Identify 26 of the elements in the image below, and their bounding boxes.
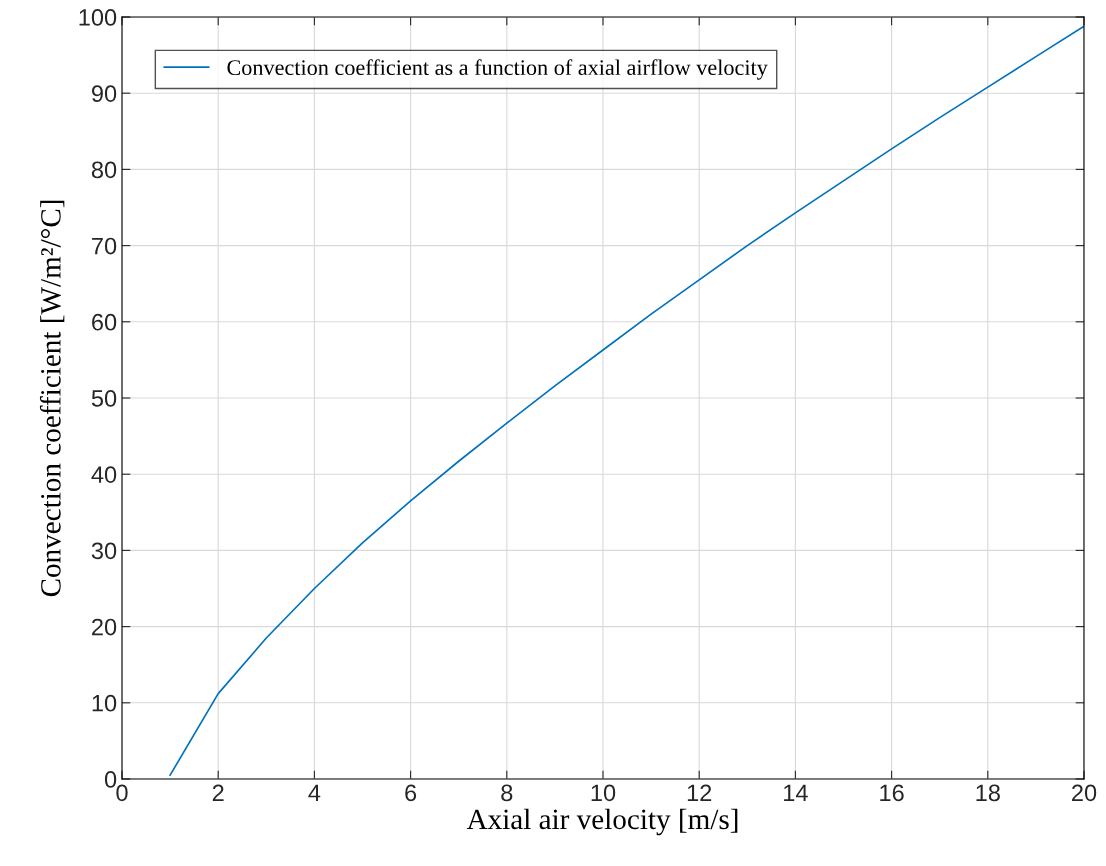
x-tick-label: 20 [1072,784,1097,802]
x-tick-label: 0 [116,784,128,802]
y-tick-label: 10 [92,694,117,712]
legend-label: Convection coefficient as a function of axial airflow velocity [227,59,768,80]
x-tick-label: 2 [212,784,224,801]
y-tick-label: 50 [91,390,117,407]
y-tick-label: 40 [91,466,117,483]
y-tick-label: 30 [91,542,117,560]
y-tick-label: 60 [92,313,117,331]
y-tick-label: 100 [79,9,117,26]
x-tick-label: 8 [501,784,513,802]
x-tick-label: 14 [784,784,808,801]
x-tick-label: 18 [976,784,1000,802]
x-tick-label: 12 [687,784,712,801]
x-tick-label: 16 [880,784,904,802]
y-axis-title: Convection coefficient [W/m²/°C] [39,200,65,597]
y-tick-label: 80 [91,161,117,179]
line-series [169,25,1084,777]
y-tick-label: 0 [104,771,117,788]
x-tick-label: 4 [308,784,321,801]
x-tick-label: 6 [405,784,417,802]
x-axis-title: Axial air velocity [m/s] [466,808,738,836]
y-tick-label: 90 [91,85,117,102]
y-tick-label: 70 [92,237,117,255]
y-tick-label: 20 [92,618,117,636]
x-tick-label: 10 [591,784,616,802]
